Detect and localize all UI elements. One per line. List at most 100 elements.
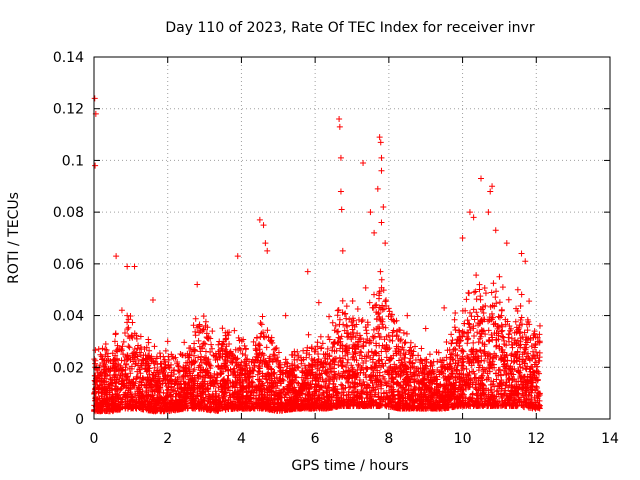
data-point — [92, 381, 99, 388]
data-point — [493, 337, 500, 344]
data-point — [269, 383, 276, 390]
data-point — [536, 349, 543, 356]
data-point — [355, 316, 362, 323]
data-point — [426, 351, 433, 358]
data-point — [108, 380, 115, 387]
data-point — [311, 348, 318, 355]
data-point — [200, 313, 207, 320]
data-point — [397, 372, 404, 379]
data-point — [160, 375, 167, 382]
data-point — [329, 319, 336, 326]
data-point — [185, 366, 192, 373]
data-point — [394, 388, 401, 395]
data-point — [255, 353, 262, 360]
data-point — [257, 385, 264, 392]
data-point — [519, 334, 526, 341]
data-point — [282, 369, 289, 376]
data-point — [318, 362, 325, 369]
data-point — [446, 364, 453, 371]
data-point — [92, 397, 99, 404]
data-point — [534, 385, 541, 392]
data-point — [250, 338, 257, 345]
data-point — [362, 284, 369, 291]
data-point — [464, 336, 471, 343]
data-point — [207, 365, 214, 372]
data-point — [258, 351, 265, 358]
data-point — [265, 406, 272, 413]
data-point — [411, 364, 418, 371]
data-point — [270, 351, 277, 358]
data-point — [128, 363, 135, 370]
data-point — [451, 316, 458, 323]
data-point — [231, 365, 238, 372]
data-point — [444, 399, 451, 406]
data-point — [165, 356, 172, 363]
data-point — [487, 303, 494, 310]
data-point — [342, 310, 349, 317]
data-point — [422, 357, 429, 364]
data-point — [174, 398, 181, 405]
data-point — [284, 363, 291, 370]
data-point — [143, 344, 150, 351]
data-point — [229, 359, 236, 366]
data-point — [135, 392, 142, 399]
data-point — [493, 388, 500, 395]
data-point — [250, 405, 257, 412]
data-point — [277, 368, 284, 375]
data-point — [379, 302, 386, 309]
data-point — [534, 363, 541, 370]
data-point — [329, 344, 336, 351]
data-point — [421, 375, 428, 382]
data-point — [190, 322, 197, 329]
data-point — [91, 372, 98, 379]
data-point — [514, 402, 521, 409]
data-point — [339, 361, 346, 368]
data-point — [360, 360, 367, 367]
data-point — [156, 350, 163, 357]
data-point — [366, 299, 373, 306]
data-point — [373, 325, 380, 332]
data-point — [440, 388, 447, 395]
data-point — [130, 352, 137, 359]
data-point — [137, 333, 144, 340]
data-point — [390, 379, 397, 386]
data-point — [125, 343, 132, 350]
data-point — [405, 382, 412, 389]
data-point — [287, 399, 294, 406]
data-point — [475, 367, 482, 374]
data-point — [354, 305, 361, 312]
data-point — [211, 380, 218, 387]
data-point — [473, 296, 480, 303]
data-point — [493, 343, 500, 350]
data-point — [124, 392, 131, 399]
data-point — [188, 376, 195, 383]
data-point — [95, 346, 102, 353]
data-point — [506, 375, 513, 382]
data-point — [453, 368, 460, 375]
data-point — [498, 307, 505, 314]
data-point — [473, 272, 480, 279]
data-point — [301, 362, 308, 369]
data-point — [419, 405, 426, 412]
data-point — [439, 389, 446, 396]
data-point — [419, 360, 426, 367]
data-point — [243, 356, 250, 363]
data-point — [240, 380, 247, 387]
data-point — [477, 293, 484, 300]
data-point — [357, 348, 364, 355]
data-point — [347, 383, 354, 390]
data-point — [517, 303, 524, 310]
data-point — [482, 331, 489, 338]
data-point — [344, 359, 351, 366]
data-point — [461, 378, 468, 385]
data-point — [456, 342, 463, 349]
data-point — [514, 349, 521, 356]
data-point — [251, 363, 258, 370]
data-point — [500, 401, 507, 408]
data-point — [291, 384, 298, 391]
data-point — [126, 379, 133, 386]
data-point — [166, 389, 173, 396]
data-point — [208, 341, 215, 348]
data-point — [531, 328, 538, 335]
data-point — [294, 363, 301, 370]
